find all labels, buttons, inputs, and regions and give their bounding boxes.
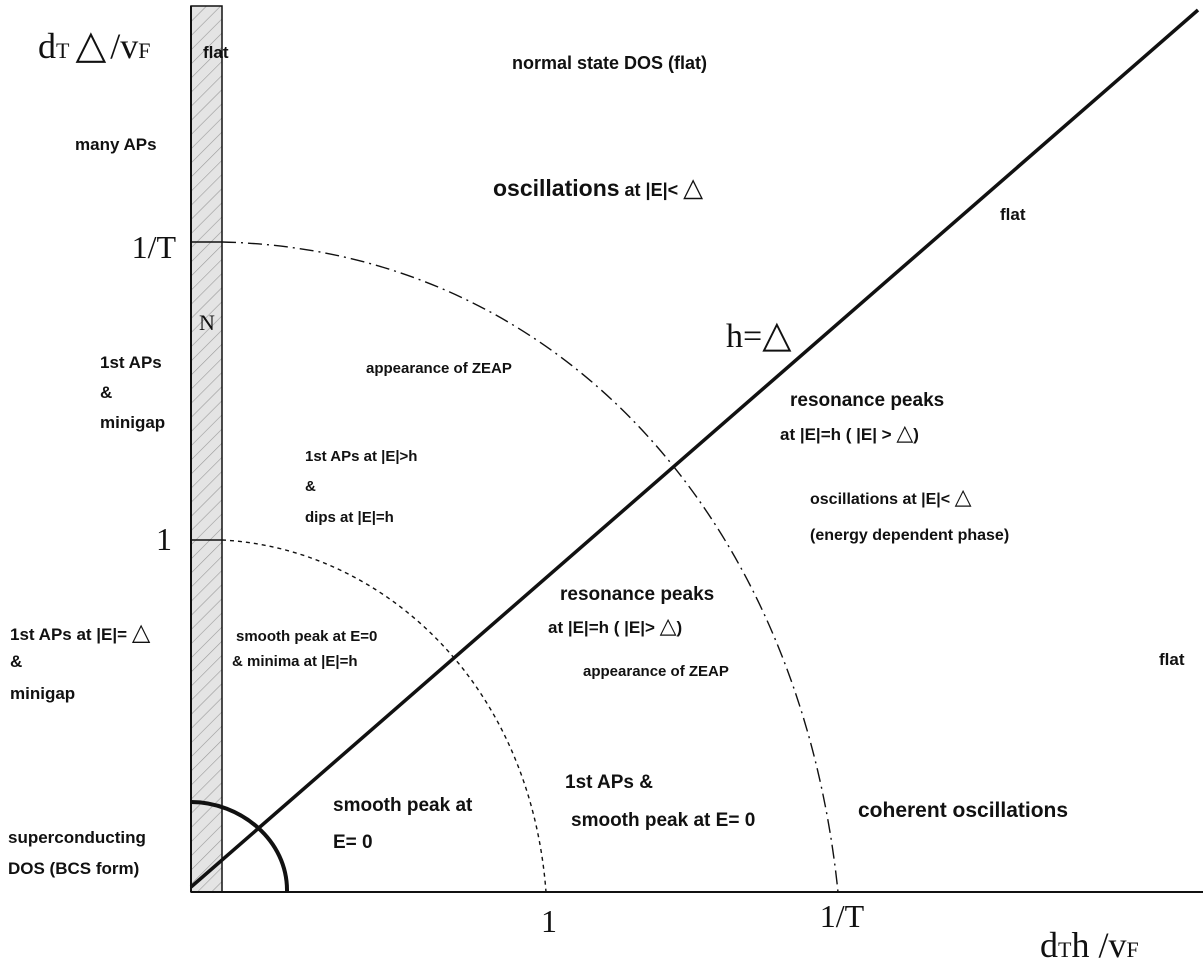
many-aps-label: many APs xyxy=(75,135,157,154)
oscillations-right-label: oscillations at |E|< △ xyxy=(810,484,972,509)
strip-n-label: N xyxy=(199,310,215,335)
aps-smooth-peak-label: 1st APs & smooth peak at E= 0 xyxy=(565,772,755,831)
normal-state-label: normal state DOS (flat) xyxy=(512,53,707,73)
flat-right-label: flat xyxy=(1159,650,1185,669)
zeap-lower-label: appearance of ZEAP xyxy=(583,663,729,680)
first-aps-minigap-label: 1st APs & minigap xyxy=(100,353,166,432)
oscillations-top-label: oscillations at |E|< △ xyxy=(493,172,703,202)
normal-strip xyxy=(190,5,223,893)
arc-1 xyxy=(221,539,547,893)
left-aps-label: 1st APs at |E|= △ xyxy=(10,619,151,646)
resonance-peaks-center-label: resonance peaks xyxy=(560,584,714,605)
y-axis-label: dT △/vF xyxy=(38,22,150,67)
diagonal-line xyxy=(189,8,1200,889)
first-aps-dips-label: 1st APs at |E|>h & dips at |E|=h xyxy=(305,448,422,526)
strip-flat-label: flat xyxy=(203,43,229,62)
left-aps-rest: & minigap xyxy=(10,652,75,703)
smooth-minima-label: smooth peak at E=0 & minima at |E|=h xyxy=(232,628,381,670)
oscillations-right-sub: (energy dependent phase) xyxy=(810,527,1009,544)
diagonal-label: h=△ xyxy=(726,314,792,356)
smooth-peak-label: smooth peak at E= 0 xyxy=(333,795,478,853)
arc-1T xyxy=(221,241,839,893)
x-tick-label-1: 1 xyxy=(541,903,557,939)
superconducting-label: superconducting DOS (BCS form) xyxy=(8,828,151,878)
flat-diagonal-label: flat xyxy=(1000,205,1026,224)
coherent-oscillations-label: coherent oscillations xyxy=(858,799,1068,822)
resonance-peaks-right-sub: at |E|=h ( |E| > △) xyxy=(780,420,919,445)
y-tick-label-1: 1 xyxy=(156,521,172,557)
zeap-upper-label: appearance of ZEAP xyxy=(366,360,512,377)
y-tick-label-1T: 1/T xyxy=(132,229,177,265)
x-axis-label: dTh /vF xyxy=(1040,925,1139,962)
x-tick-label-1T: 1/T xyxy=(820,898,865,934)
resonance-peaks-right-label: resonance peaks xyxy=(790,390,944,411)
resonance-peaks-center-sub: at |E|=h ( |E|> △) xyxy=(548,613,682,638)
